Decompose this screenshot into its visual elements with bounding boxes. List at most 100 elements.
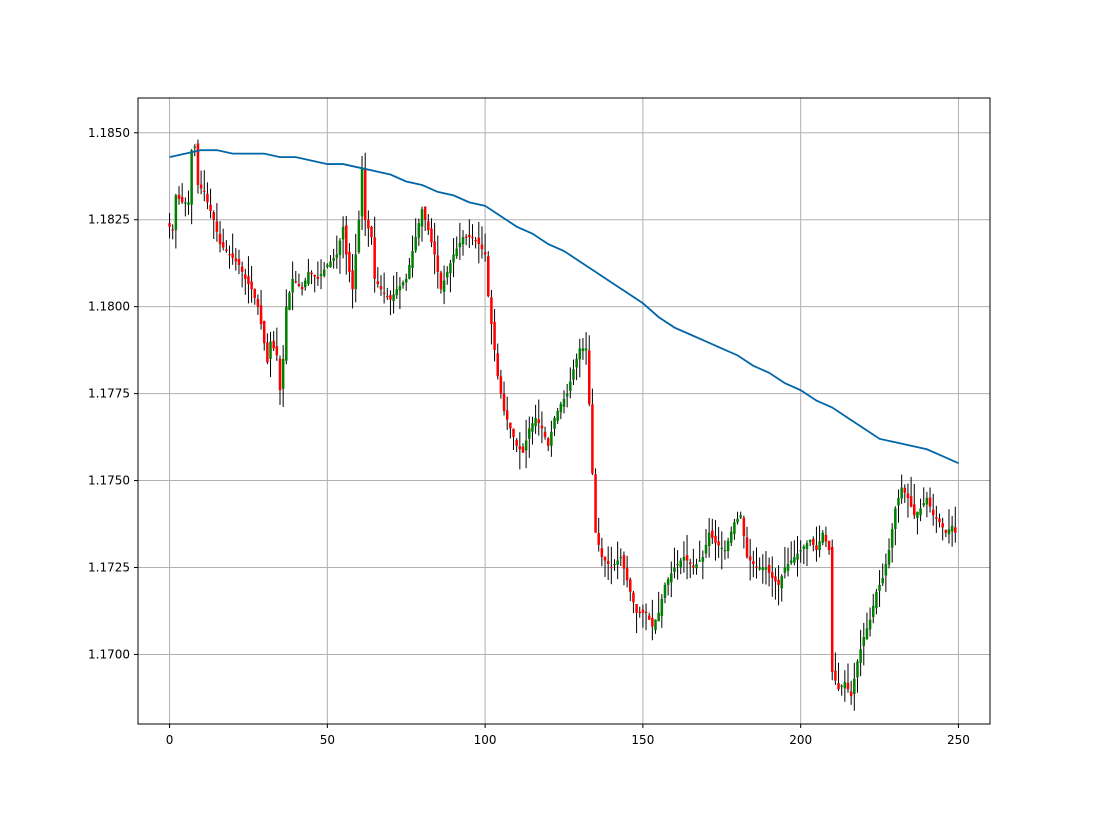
bearish-candle-body [379,286,383,290]
bearish-candle-body [253,288,257,298]
bearish-candle-body [477,237,481,245]
plot-area-frame [137,97,991,725]
bearish-candle-body [228,254,231,256]
bullish-candle-body [679,560,683,568]
bullish-candle-body [720,547,724,549]
moving-average-series [169,149,959,464]
bearish-candle-body [363,168,367,220]
bearish-candle-body [635,604,638,613]
bullish-candle-body [916,511,919,518]
bullish-candle-body [452,254,455,263]
bearish-candle-body [849,691,853,697]
bearish-candle-body [632,592,635,603]
bearish-candle-body [944,529,948,533]
bearish-candle-body [471,236,474,239]
bearish-candle-body [259,305,263,325]
bearish-candle-body [250,281,253,290]
bearish-candle-body [824,534,828,542]
bullish-candle-body [900,487,903,499]
bullish-candle-body [335,254,339,258]
bearish-candle-body [587,350,591,405]
bullish-candle-body [187,202,190,205]
bearish-candle-body [717,541,720,546]
bullish-candle-body [332,257,335,261]
y-tick-label: 1.1725 [88,561,130,575]
bearish-candle-body [622,555,626,569]
bullish-candle-body [445,271,449,278]
bullish-candle-body [657,612,660,622]
bullish-candle-body [758,567,761,570]
bullish-candle-body [723,550,727,552]
bullish-candle-body [950,525,954,532]
bullish-candle-body [619,557,623,559]
bearish-candle-body [294,281,298,283]
bearish-candle-body [373,237,376,279]
bearish-candle-body [209,204,212,212]
bullish-candle-body [887,550,891,565]
bearish-candle-body [240,266,244,272]
bearish-candle-body [262,320,266,344]
bearish-candle-body [812,538,815,545]
bearish-candle-body [771,572,774,578]
bearish-candle-body [748,556,752,561]
bearish-candle-body [606,561,610,565]
bearish-candle-body [433,241,436,255]
bearish-candle-body [502,393,506,411]
bearish-candle-body [591,404,594,474]
bearish-candle-body [600,548,604,558]
bullish-candle-body [897,497,900,506]
bearish-candle-body [196,143,200,185]
bearish-candle-body [537,419,541,424]
bullish-candle-body [291,278,294,293]
bearish-candle-body [493,321,496,351]
bullish-candle-body [562,398,566,407]
bullish-candle-body [559,404,563,413]
bullish-candle-body [922,503,925,506]
bullish-candle-body [799,550,802,552]
bullish-candle-body [401,282,405,286]
bullish-candle-body [780,576,783,589]
bearish-candle-body [767,564,771,573]
candlestick-series [168,139,957,711]
bearish-candle-body [266,342,269,363]
bullish-candle-body [840,685,843,687]
bullish-candle-body [733,522,736,535]
bearish-candle-body [603,556,607,561]
bullish-candle-body [575,358,578,368]
bullish-candle-body [528,428,531,439]
bearish-candle-body [382,292,386,294]
bearish-candle-body [300,286,304,290]
bullish-candle-body [193,146,197,148]
bearish-candle-body [310,272,313,275]
bearish-candle-body [212,212,215,220]
bearish-candle-body [439,272,443,290]
bullish-candle-body [663,584,667,599]
bearish-candle-body [351,270,354,290]
bullish-candle-body [417,223,421,238]
bearish-candle-body [490,297,493,325]
bearish-candle-body [256,298,260,307]
bullish-candle-body [414,237,417,251]
bearish-candle-body [834,670,837,681]
y-tick-label: 1.1775 [88,387,130,401]
bearish-candle-body [203,190,206,192]
bullish-candle-body [704,544,708,554]
bullish-candle-body [947,529,951,535]
bullish-candle-body [565,393,569,397]
bullish-candle-body [670,573,673,583]
bullish-candle-body [859,649,862,663]
bearish-candle-body [774,576,777,582]
bullish-candle-body [853,678,856,695]
bearish-candle-body [348,251,351,272]
bullish-candle-body [288,292,291,310]
bearish-candle-body [474,239,477,242]
bearish-candle-body [171,229,174,231]
bearish-candle-body [430,228,433,243]
bullish-candle-body [449,263,452,274]
bearish-candle-body [275,346,279,356]
x-tick-label: 250 [947,733,970,747]
bullish-candle-body [884,564,888,576]
bullish-candle-body [408,264,411,279]
bullish-candle-body [925,497,929,505]
